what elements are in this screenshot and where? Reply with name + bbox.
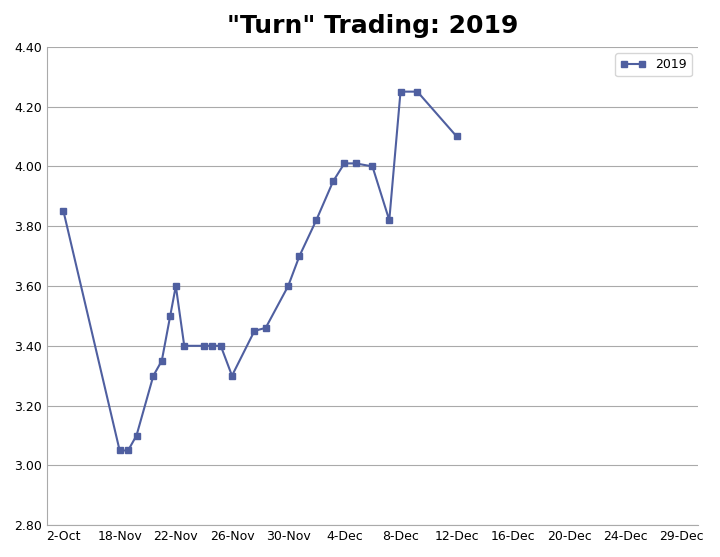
2019 [124, 447, 132, 454]
2019 [180, 343, 189, 349]
2019 [171, 282, 180, 289]
2019 [132, 432, 141, 439]
2019 [385, 217, 394, 223]
2019 [217, 343, 225, 349]
2019 [413, 89, 422, 95]
Legend: 2019: 2019 [616, 53, 692, 76]
2019 [351, 160, 360, 167]
2019 [158, 358, 166, 364]
2019 [340, 160, 348, 167]
Title: "Turn" Trading: 2019: "Turn" Trading: 2019 [227, 14, 518, 38]
2019 [208, 343, 217, 349]
2019 [312, 217, 320, 223]
Line: 2019: 2019 [60, 88, 460, 454]
2019 [59, 208, 68, 214]
2019 [396, 89, 405, 95]
2019 [368, 163, 377, 170]
2019 [452, 133, 461, 140]
2019 [228, 373, 236, 379]
2019 [295, 253, 304, 260]
2019 [199, 343, 208, 349]
2019 [329, 178, 338, 185]
2019 [115, 447, 124, 454]
2019 [166, 312, 174, 319]
2019 [284, 282, 292, 289]
2019 [149, 373, 158, 379]
2019 [250, 328, 258, 334]
2019 [261, 325, 270, 331]
